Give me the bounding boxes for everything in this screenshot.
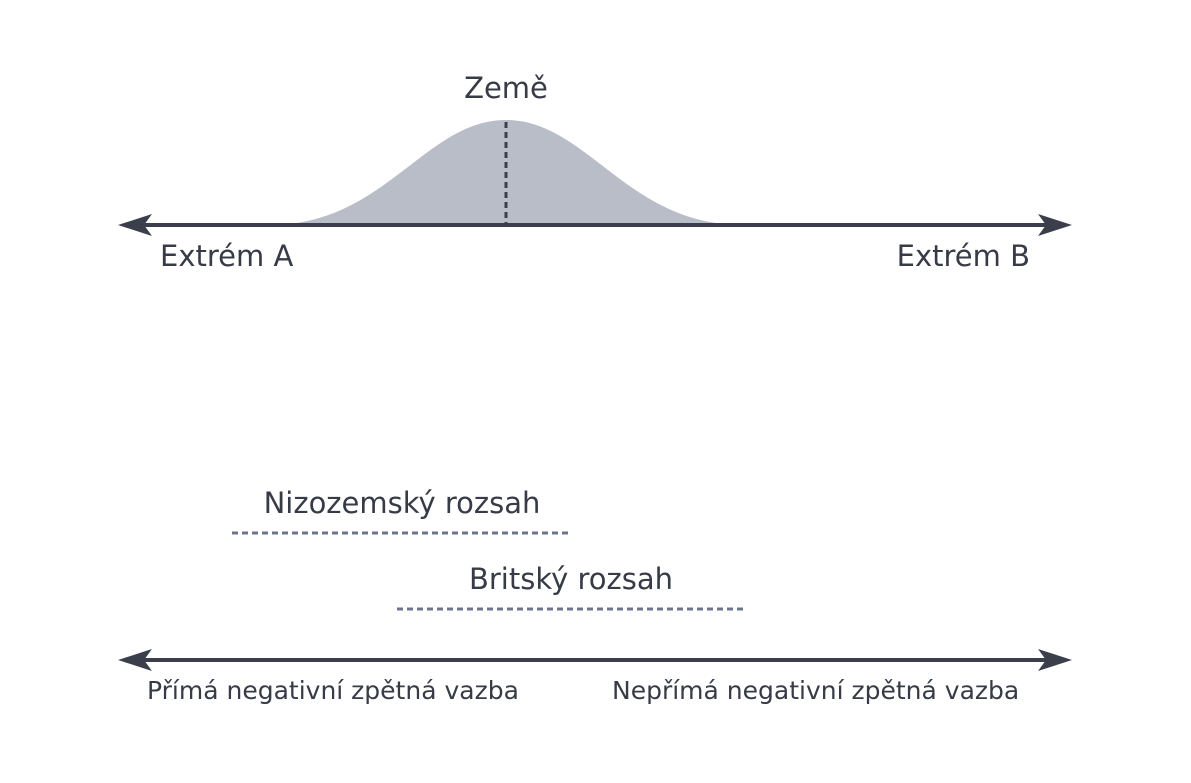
bottom-right-label: Nepřímá negativní zpětná vazba [612, 676, 1019, 705]
range-label: Britský rozsah [469, 562, 673, 596]
range-label: Nizozemský rozsah [264, 486, 541, 520]
arrowhead-right [1038, 649, 1072, 671]
arrowhead-right [1038, 214, 1072, 236]
right-extreme-label: Extrém B [897, 239, 1030, 273]
peak-label: Země [464, 71, 548, 105]
arrowhead-left [118, 214, 152, 236]
bottom-left-label: Přímá negativní zpětná vazba [147, 676, 519, 705]
left-extreme-label: Extrém A [160, 239, 293, 273]
arrowhead-left [118, 649, 152, 671]
